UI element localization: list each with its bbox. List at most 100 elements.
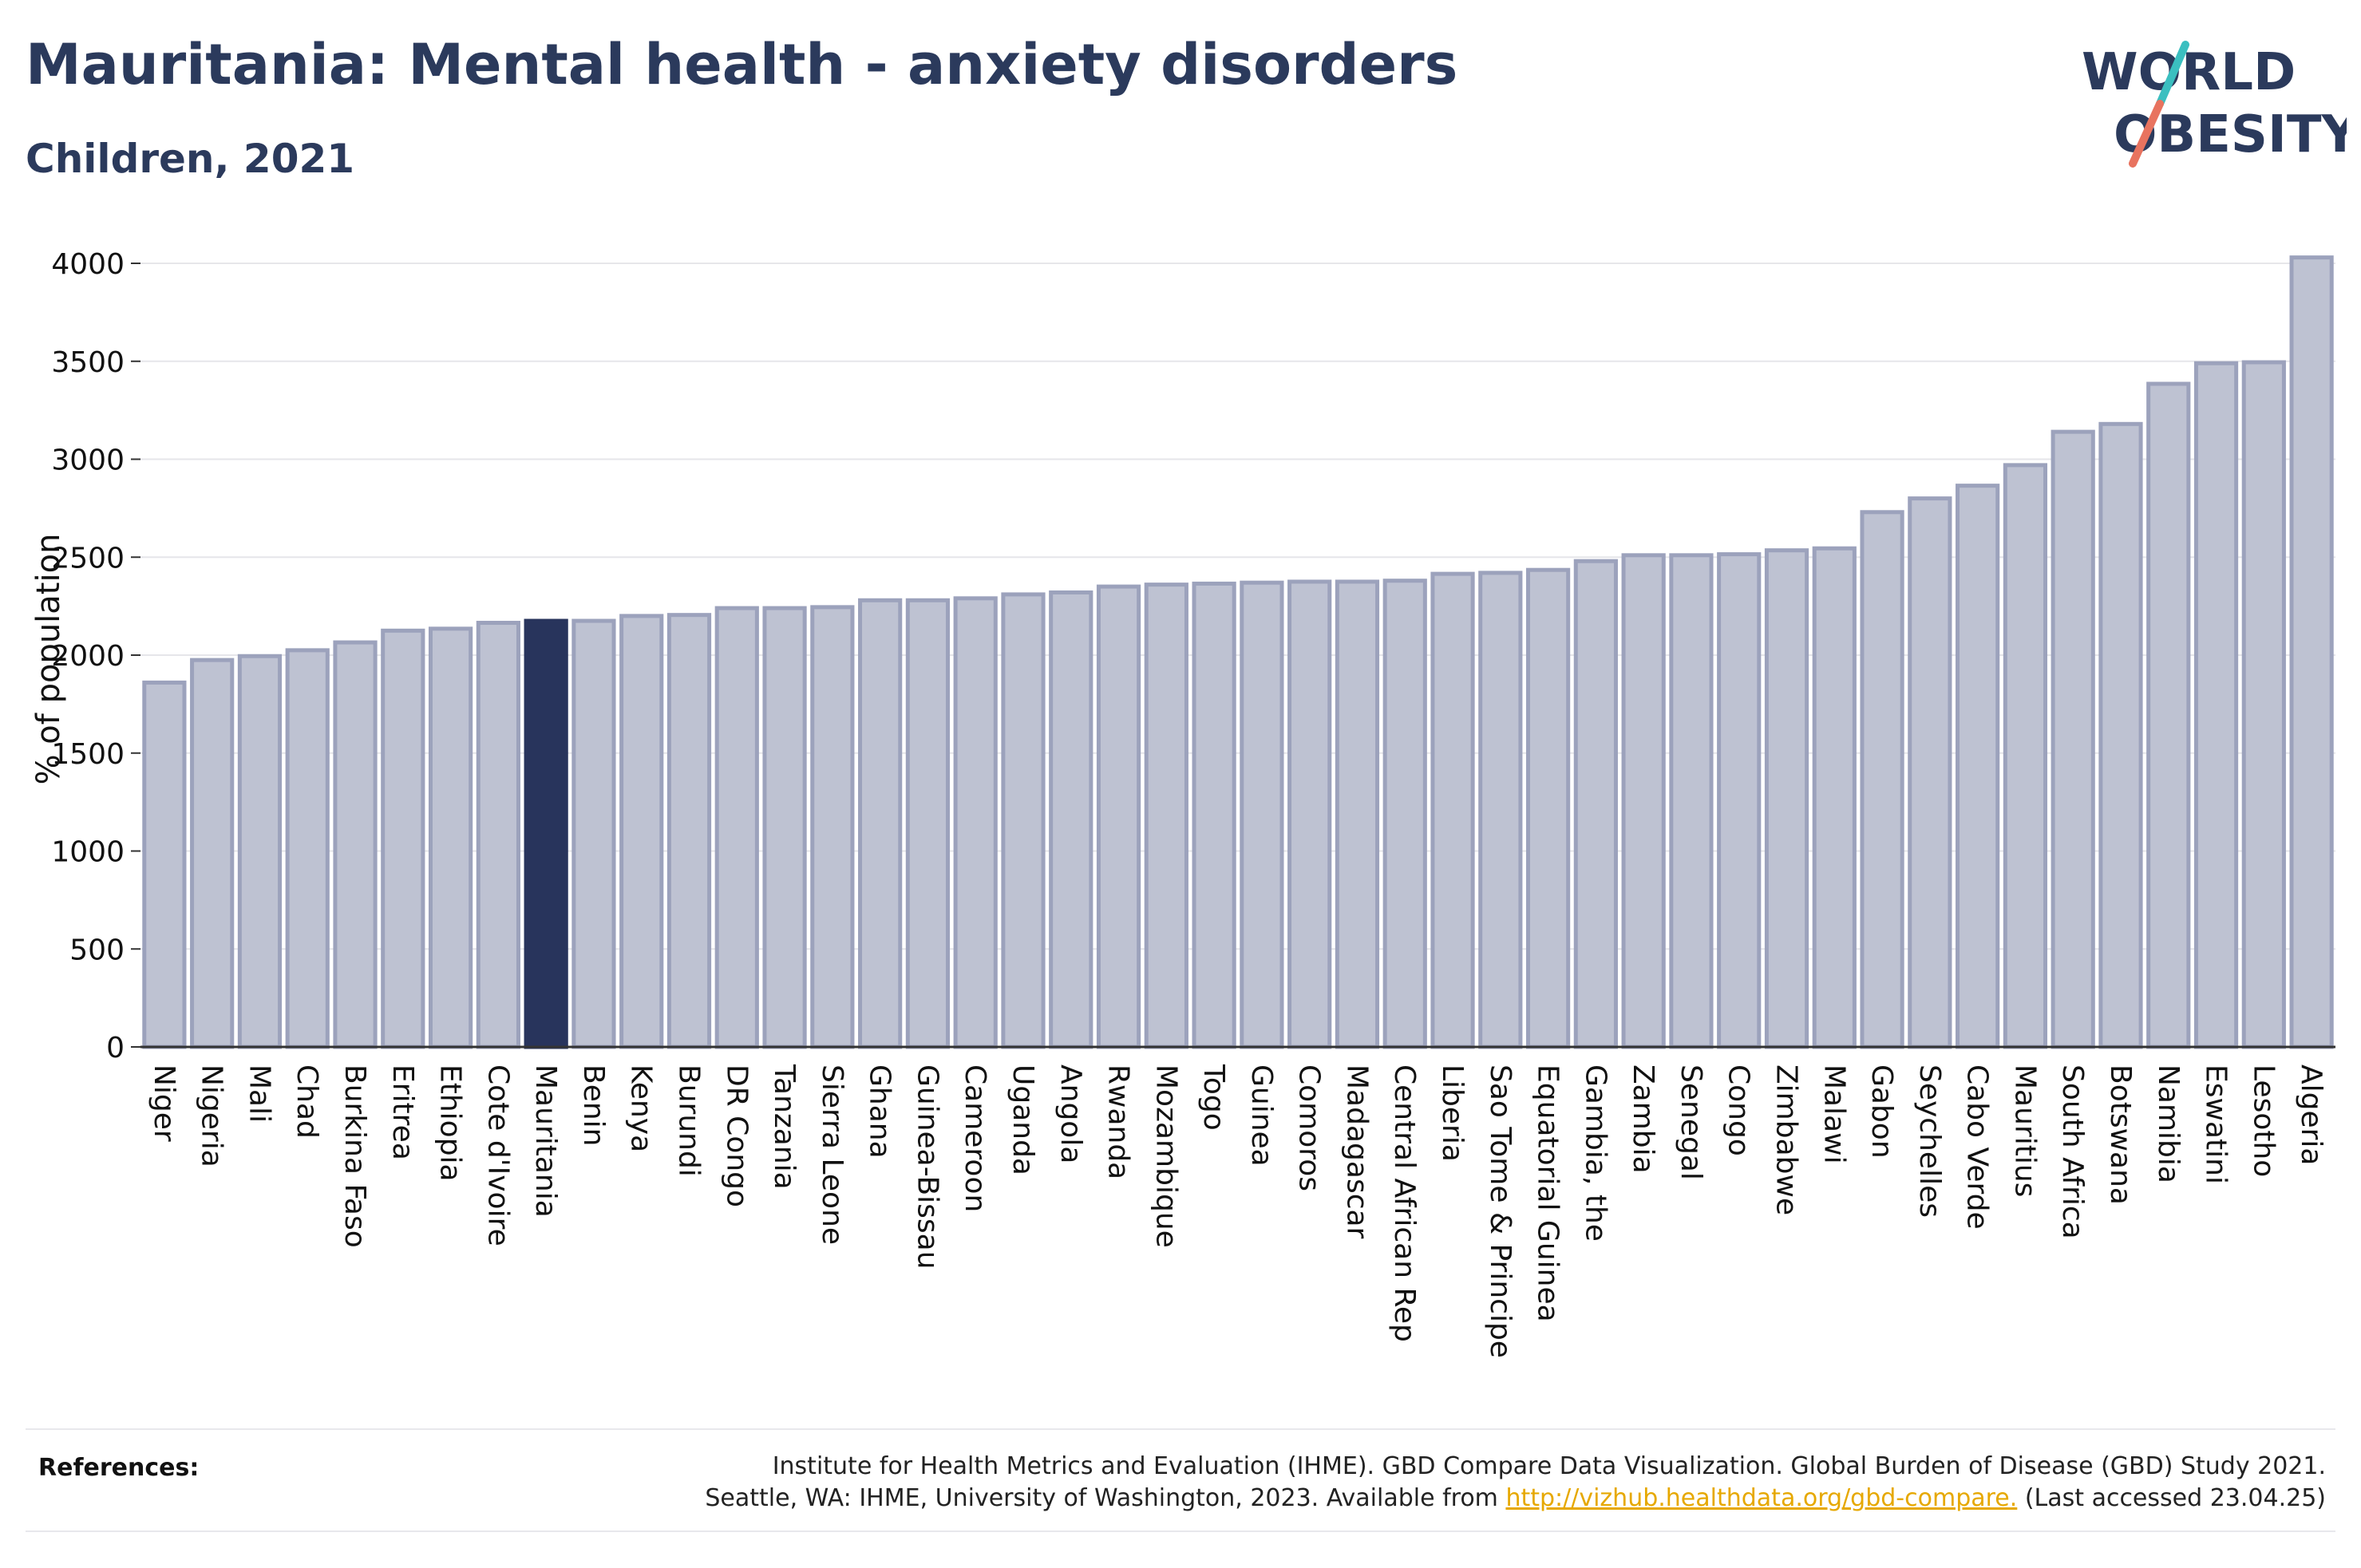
bar	[1764, 548, 1809, 1049]
logo-line1: WORLD	[2082, 43, 2296, 102]
references-link[interactable]: http://vizhub.healthdata.org/gbd-compare…	[1505, 1484, 2018, 1512]
x-tick-label: Niger	[148, 1064, 180, 1142]
x-tick-label: South Africa	[2056, 1064, 2089, 1239]
y-tick-label: 1500	[51, 738, 125, 771]
bar	[1621, 553, 1666, 1049]
bar	[1382, 579, 1427, 1049]
bars	[142, 255, 2334, 1049]
x-tick-label: Mali	[243, 1064, 275, 1123]
x-tick-label: Togo	[1197, 1064, 1230, 1131]
x-tick-label: Lesotho	[2247, 1064, 2280, 1177]
x-tick-label: Namibia	[2152, 1064, 2185, 1183]
y-tick-label: 0	[106, 1032, 125, 1064]
bar	[2098, 421, 2143, 1049]
bar	[1525, 567, 1571, 1049]
bar	[2193, 361, 2239, 1049]
bar	[1001, 592, 1046, 1049]
x-tick-label: Benin	[577, 1064, 610, 1146]
x-tick-label: Eswatini	[2200, 1064, 2232, 1184]
bar	[142, 680, 187, 1049]
bar	[333, 640, 378, 1049]
y-tick-label: 3500	[51, 346, 125, 379]
bar	[1908, 496, 1952, 1049]
x-tick-label: Chad	[291, 1064, 323, 1139]
references-line2: Seattle, WA: IHME, University of Washing…	[705, 1483, 2326, 1515]
bar	[2289, 255, 2334, 1049]
bar	[810, 605, 855, 1049]
bar	[381, 628, 425, 1049]
bar	[1096, 584, 1141, 1049]
references-label: References:	[38, 1454, 200, 1482]
bar	[285, 648, 330, 1049]
x-tick-label: Guinea	[1245, 1064, 1278, 1167]
x-tick-label: Central African Rep	[1388, 1064, 1421, 1342]
x-tick-label: Gambia, the	[1579, 1064, 1612, 1242]
bar	[1669, 553, 1714, 1049]
x-tick-label: Rwanda	[1102, 1064, 1135, 1179]
x-tick-label: Nigeria	[196, 1064, 228, 1167]
bar-chart: 0 500 1000 1500 2000 2500 3000 3500 4000 Niger Nig…	[30, 248, 2335, 1358]
x-tick-label: Cabo Verde	[1961, 1064, 1994, 1230]
bar	[1240, 580, 1284, 1049]
bar	[571, 618, 616, 1049]
bar	[762, 606, 807, 1049]
x-tick-label: Kenya	[625, 1064, 658, 1152]
y-axis-label: % of population	[30, 534, 67, 785]
bar	[524, 618, 568, 1049]
x-tick-label: Botswana	[2104, 1064, 2137, 1205]
chart-subtitle: Children, 2021	[26, 136, 355, 182]
x-tick-label: Burkina Faso	[338, 1064, 371, 1248]
bar	[1956, 484, 2000, 1049]
world-obesity-logo: WORLD OBESITY	[2082, 41, 2347, 168]
bar	[1430, 571, 1475, 1049]
bar	[1049, 590, 1093, 1049]
x-tick-label: Mozambique	[1149, 1064, 1182, 1248]
bar	[428, 626, 473, 1049]
x-tick-label: Senegal	[1675, 1064, 1707, 1180]
bar	[2146, 381, 2191, 1049]
x-tick-label: Cote d'Ivoire	[481, 1064, 514, 1246]
x-tick-label: Liberia	[1436, 1064, 1469, 1162]
references-line1: Institute for Health Metrics and Evaluat…	[772, 1452, 2326, 1480]
x-tick-label: Mauritius	[2008, 1064, 2041, 1197]
y-tick-label: 1000	[51, 836, 125, 869]
bar	[1144, 583, 1188, 1049]
y-tick-label: 3000	[51, 444, 125, 477]
y-tick-label: 2500	[51, 542, 125, 575]
bar	[1478, 571, 1523, 1049]
x-tick-label: Guinea-Bissau	[911, 1064, 943, 1270]
x-tick-label: Mauritania	[529, 1064, 562, 1218]
bar	[237, 654, 283, 1049]
x-tick-label: Angola	[1054, 1064, 1087, 1163]
bar	[858, 598, 903, 1049]
x-tick-label: Ghana	[864, 1064, 896, 1159]
bar	[476, 620, 520, 1049]
bar	[714, 606, 759, 1049]
y-tick-label: 500	[69, 934, 125, 966]
y-tick-label: 2000	[51, 640, 125, 673]
x-tick-label: DR Congo	[720, 1064, 753, 1207]
bar	[1573, 559, 1618, 1049]
x-tick-label: Malawi	[1817, 1064, 1850, 1164]
references-footer: References: Institute for Health Metrics…	[26, 1428, 2335, 1532]
x-tick-label: Sierra Leone	[816, 1064, 848, 1245]
bar	[2003, 463, 2048, 1049]
bar	[1812, 546, 1857, 1049]
x-tick-label: Cameroon	[959, 1064, 991, 1212]
bar	[1860, 510, 1904, 1049]
bar	[905, 598, 951, 1049]
bar	[953, 596, 998, 1049]
x-tick-label: Zimbabwe	[1770, 1064, 1803, 1215]
x-tick-label: Tanzania	[768, 1064, 801, 1190]
references-text: Institute for Health Metrics and Evaluat…	[705, 1451, 2326, 1515]
bar	[619, 614, 664, 1049]
x-tick-label: Burundi	[673, 1064, 706, 1177]
bar	[666, 613, 712, 1049]
x-tick-label: Sao Tome & Principe	[1484, 1064, 1517, 1358]
x-tick-label: Uganda	[1006, 1064, 1039, 1175]
bar	[1335, 579, 1380, 1049]
logo-slash-teal-icon	[2156, 41, 2189, 108]
x-tick-label: Zambia	[1627, 1064, 1659, 1174]
axes: 0 500 1000 1500 2000 2500 3000 3500 4000 Niger Nig…	[51, 248, 2335, 1358]
bar	[1717, 552, 1762, 1049]
